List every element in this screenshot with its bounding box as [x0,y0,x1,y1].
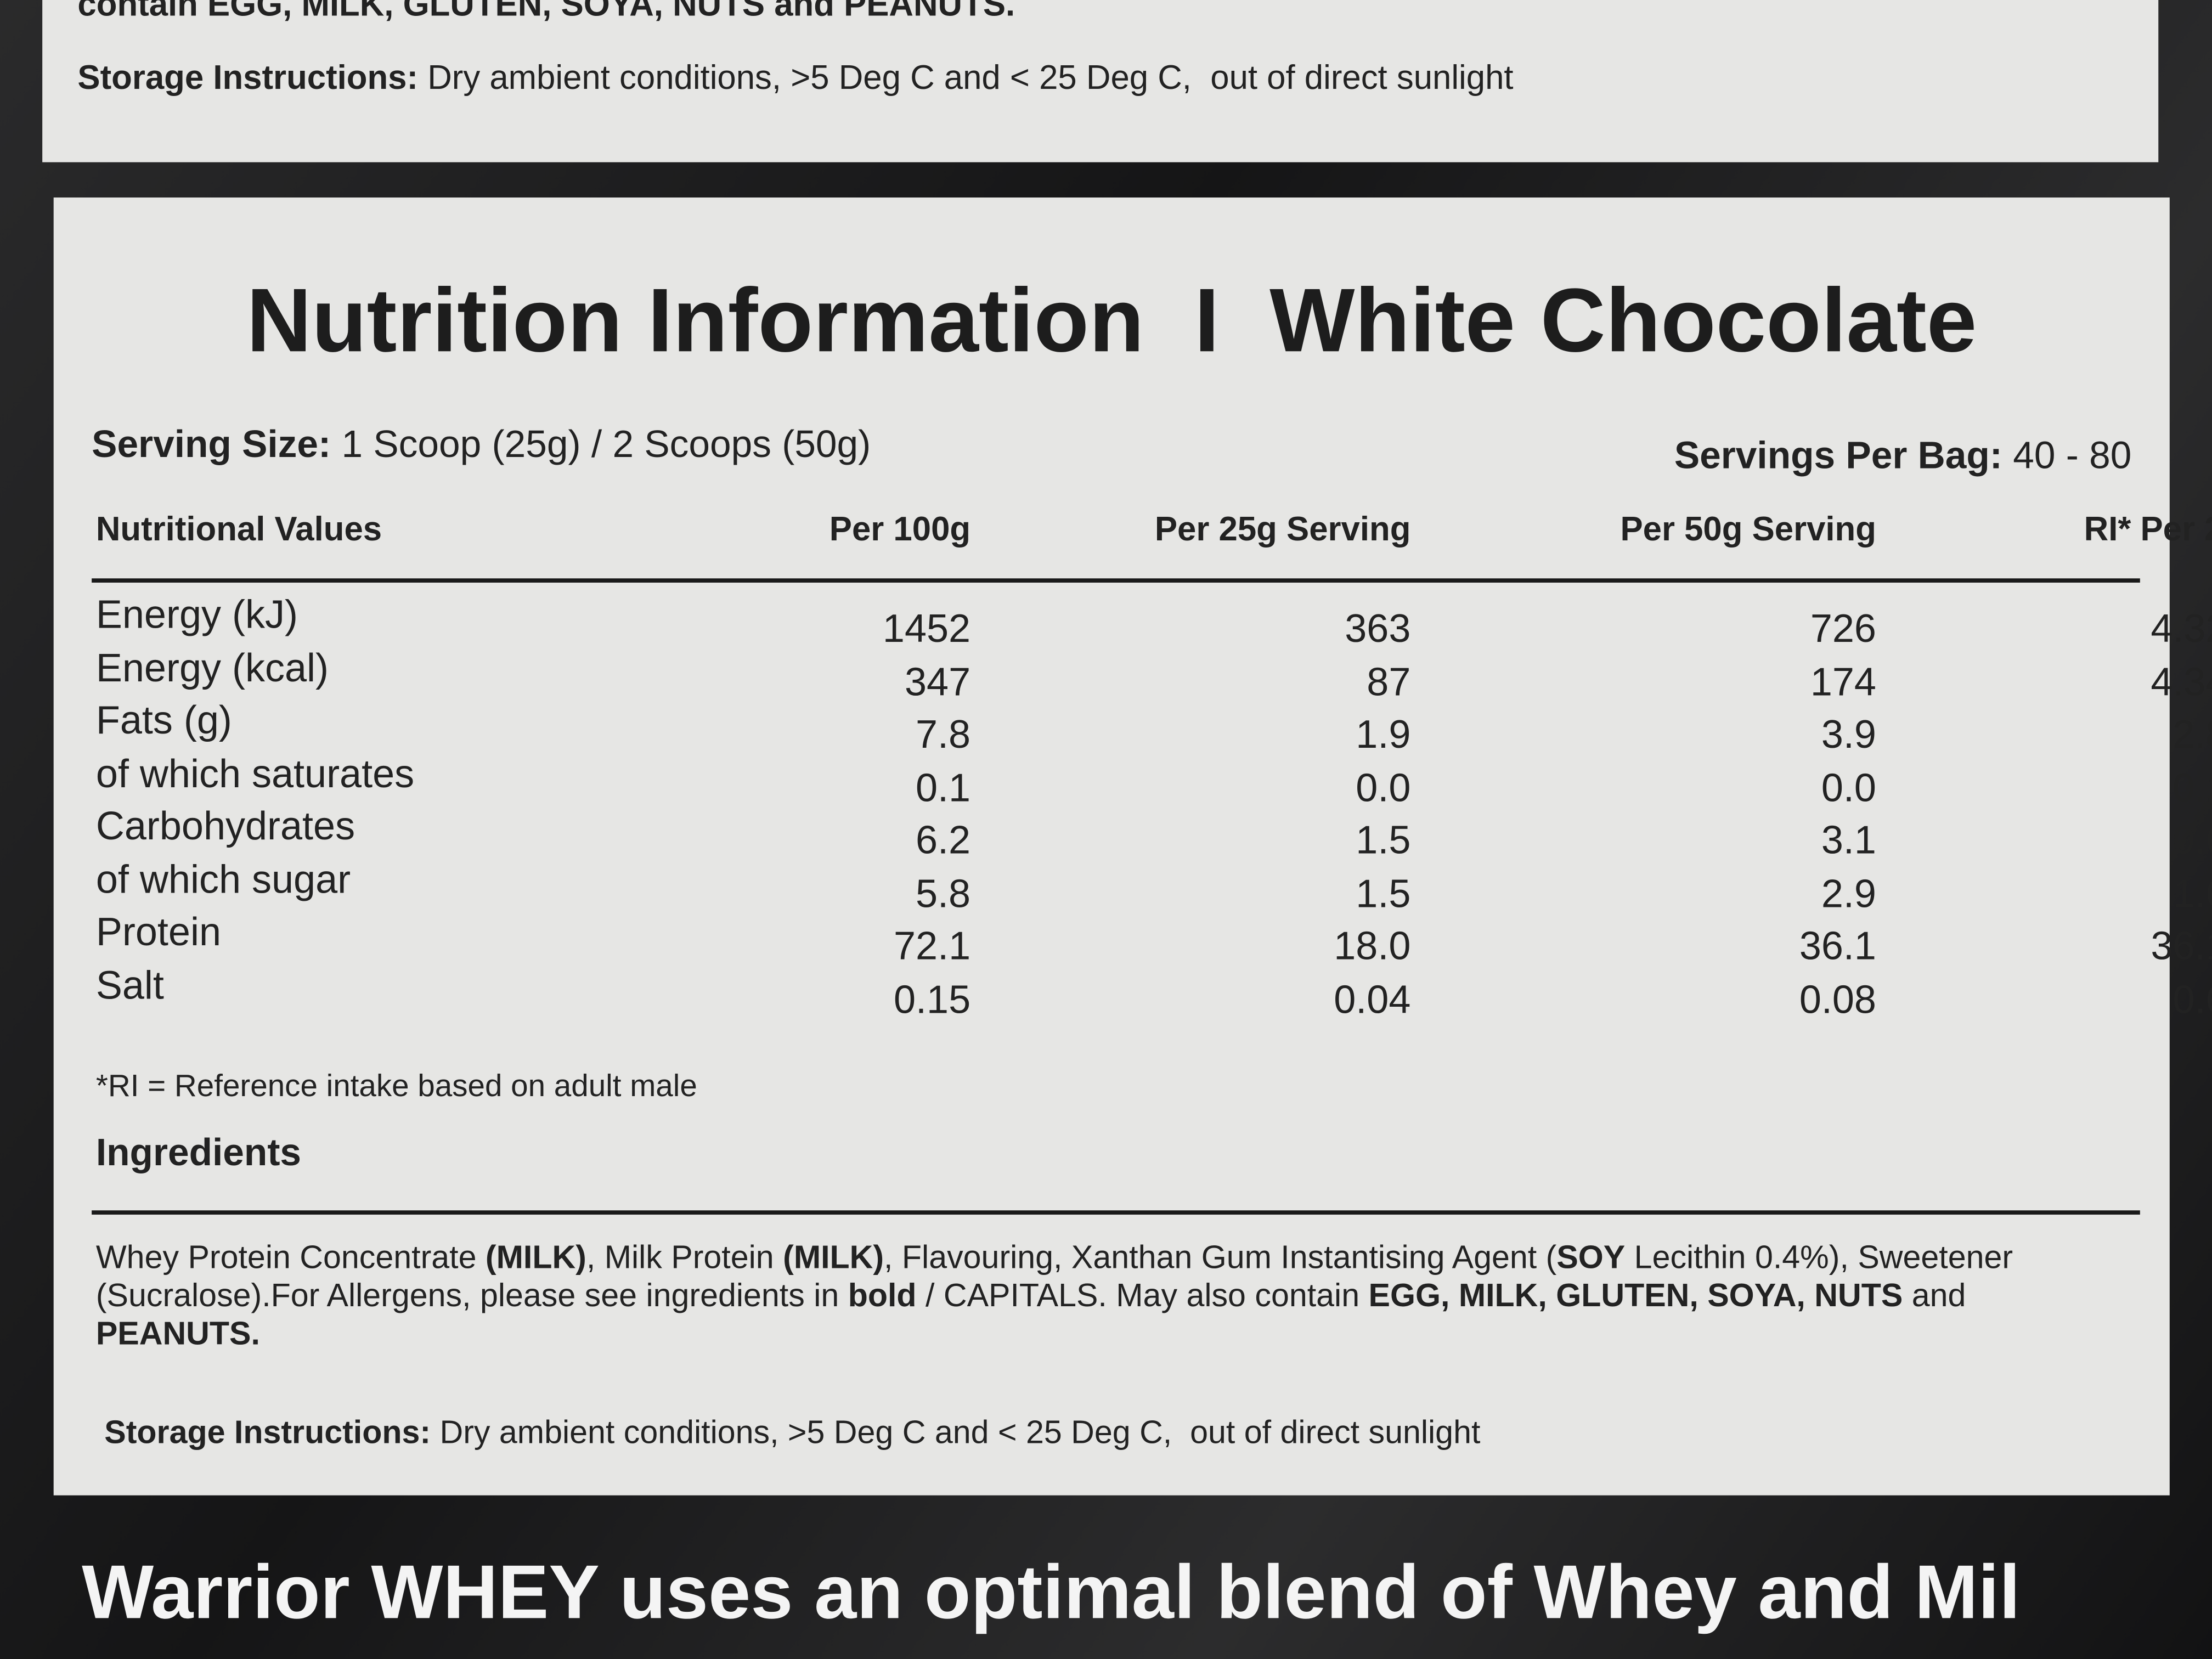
storage-line: Storage Instructions: Dry ambient condit… [77,59,1513,99]
nutrient-value: 1.6% [2172,871,2212,915]
ingredients-segment: Lecithin 0.4%), Sweetener (Sucralose).Fo… [95,1238,2013,1313]
ingredients-segment: (MILK) [783,1238,884,1276]
header-cell: Per 50g Serving [1620,510,1876,549]
table-row: Protein 72.1 18.0 36.1 36.1% [54,910,2212,978]
footnote: *RI = Reference intake based on adult ma… [95,1068,697,1103]
nutrient-name: of which sugar [95,857,351,901]
table-row: Energy (kJ) 1452 363 726 4.32% [54,592,2212,661]
ingredients-segment: , Milk Protein [586,1238,783,1276]
servings-per-bag-value: 40 - 80 [2002,434,2132,477]
top-panel: contain EGG, MILK, GLUTEN, SOYA, NUTS an… [42,0,2159,162]
table-row: of which saturates 0.1 0.0 0.0 0.1% [54,751,2212,819]
ingredients-text: Whey Protein Concentrate (MILK), Milk Pr… [96,1239,2113,1353]
nutrient-value: 0.15 [893,977,971,1021]
nutrient-value: 1452 [882,606,971,651]
nutrient-value: 174 [1810,659,1876,703]
allergen-tail: contain EGG, MILK, GLUTEN, SOYA, NUTS an… [77,0,1015,24]
nutrient-value: 87 [1367,659,1411,703]
ingredients-segment: and [1903,1277,1966,1313]
storage-text: Dry ambient conditions, >5 Deg C and < 2… [431,1413,1481,1451]
nutrient-value: 0.08 [1799,977,1876,1021]
table-row: Fats (g) 7.8 1.9 3.9 2.8% [54,698,2212,766]
ingredients-segment: (MILK) [485,1238,586,1276]
storage-text: Dry ambient conditions, >5 Deg C and < 2… [418,59,1514,98]
ingredients-segment: / CAPITALS. May also contain [916,1277,1369,1313]
nutrient-value: 1.5 [1356,871,1411,915]
nutrient-value: 0.04 [1334,977,1411,1021]
header-cell: Per 25g Serving [1154,510,1411,549]
nutrient-value: 363 [1345,606,1411,651]
nutrient-value: 0.1% [2172,765,2212,809]
nutrient-value: 72.1 [893,924,971,968]
ingredients-segment: bold [848,1277,917,1313]
ingredients-segment: SOY [1556,1238,1626,1276]
nutrient-value: 0.1 [915,765,971,809]
storage-label: Storage Instructions: [77,59,419,98]
nutrient-value: 3.9 [1821,712,1876,757]
table-row: Energy (kcal) 347 87 174 4.34% [54,645,2212,713]
nutrient-value: 7.8 [915,712,971,757]
table-row: of which sugar 5.8 1.5 2.9 1.6% [54,857,2212,925]
nutrient-value: 347 [904,659,971,703]
nutrient-value: 726 [1810,606,1876,651]
nutrient-value: 4.34% [2151,659,2212,703]
title: Nutrition Information I White Chocolate [246,269,1977,371]
nutrient-value: 5.8 [915,871,971,915]
servings-per-bag: Servings Per Bag: 40 - 80 [1674,435,2132,478]
table-header: Nutritional Values Per 100g Per 25g Servin… [54,511,2212,565]
nutrient-value: 0.0 [1821,765,1876,809]
storage-label: Storage Instructions: [104,1413,431,1451]
nutrient-value: 18.0 [1334,924,1411,968]
ingredients-segment: , Flavouring, Xanthan Gum Instantising A… [884,1238,1557,1276]
header-cell: Nutritional Values [95,510,382,549]
header-cell: Per 100g [829,510,971,549]
nutrient-value: 0.6% [2172,977,2212,1021]
nutrient-value: 36.1 [1799,924,1876,968]
ingredients-segment: EGG, MILK, GLUTEN, SOYA, NUTS [1368,1277,1903,1313]
nutrient-value: 4.32% [2151,606,2212,651]
servings-per-bag-label: Servings Per Bag: [1674,434,2002,477]
nutrient-name: of which saturates [95,751,415,795]
slogan: Warrior WHEY uses an optimal blend of Wh… [82,1550,2021,1635]
nutrient-name: Carbohydrates [95,804,356,848]
table-row: Salt 0.15 0.04 0.08 0.6% [54,963,2212,1031]
nutrient-value: 3.1 [1821,818,1876,862]
ingredients-rule [92,1210,2140,1215]
nutrient-value: 1.9 [1356,712,1411,757]
nutrient-name: Energy (kJ) [95,592,298,636]
ingredients-segment: Whey Protein Concentrate [95,1238,486,1276]
table-row: Carbohydrates 6.2 1.5 3.1 0.6% [54,804,2212,872]
serving-size-label: Serving Size: [92,423,331,466]
header-cell: RI* Per 25g [2084,510,2212,549]
nutrient-value: 2.9 [1821,871,1876,915]
nutrient-value: 2.8% [2172,712,2212,757]
serving-size-value: 1 Scoop (25g) / 2 Scoops (50g) [331,423,871,466]
nutrient-value: 0.0 [1356,765,1411,809]
nutrient-name: Fats (g) [95,698,232,742]
nutrient-value: 1.5 [1356,818,1411,862]
nutrient-name: Energy (kcal) [95,645,329,690]
nutrient-value: 6.2 [915,818,971,862]
nutrient-value: 0.6% [2172,818,2212,862]
ingredients-segment: PEANUTS. [95,1314,260,1352]
nutrient-name: Protein [95,910,221,954]
serving-size: Serving Size: 1 Scoop (25g) / 2 Scoops (… [92,423,871,467]
ingredients-heading: Ingredients [95,1131,302,1174]
header-rule [92,578,2140,583]
nutrient-name: Salt [95,962,164,1007]
nutrition-panel: Nutrition Information I White Chocolate … [53,197,2212,1496]
storage-line: Storage Instructions: Dry ambient condit… [104,1414,1480,1452]
nutrient-value: 36.1% [2151,924,2212,968]
